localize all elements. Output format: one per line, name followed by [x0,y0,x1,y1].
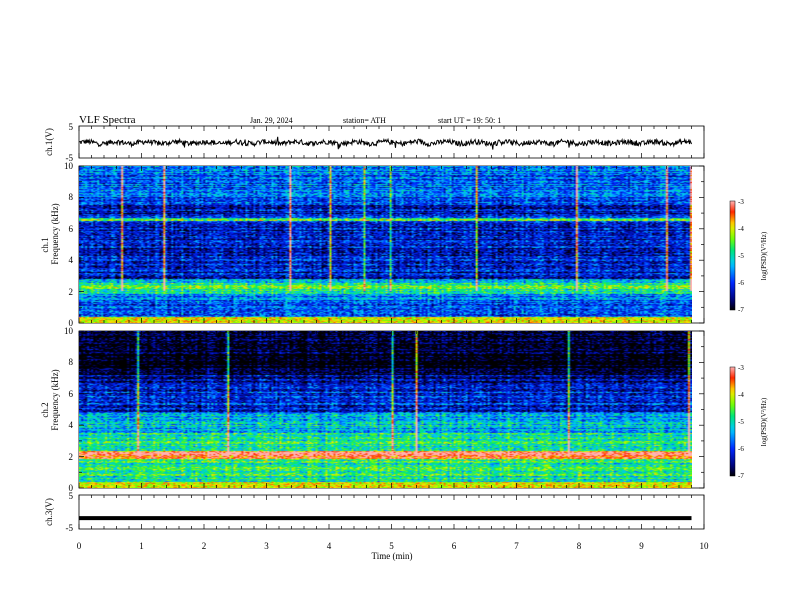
ch1-ytick-8: 8 [69,192,74,202]
ch3-ylabel: ch.3(V) [44,498,54,526]
ch1-spectrogram-image [79,166,692,323]
ch2-ytick-4: 4 [69,420,74,430]
ch2-cb-tick-5: -5 [738,418,744,426]
xtick-9: 9 [639,541,644,551]
ch1-cb-tick-3: -3 [738,198,744,206]
xtick-5: 5 [389,541,394,551]
ch2-spec-ylabel: Frequency (kHz) [50,369,60,430]
ch3-ytick-top: 5 [69,491,74,501]
ch1-ytick-bottom: -5 [66,153,74,163]
ch1-cb-tick-4: -4 [738,225,744,233]
xtick-10: 10 [700,541,710,551]
x-axis-label: Time (min) [372,551,413,561]
ch1-colorbar [729,200,736,311]
ch1-ytick-2: 2 [69,287,74,297]
ch3-panel-frame [78,494,705,530]
ch2-ytick-6: 6 [69,389,74,399]
ch1-ytick-top: 5 [69,122,74,132]
ch2-colorbar [729,366,736,477]
ch2-ytick-10: 10 [64,326,74,336]
figure-title: VLF Spectra [79,114,136,126]
ch1-cb-label: log(PSD)(V²/Hz) [760,231,768,280]
ch2-spec-channel-label: ch.2 [40,402,50,417]
ch1-ytick-0: 0 [69,318,74,328]
ch1-cb-tick-5: -5 [738,252,744,260]
xtick-3: 3 [264,541,269,551]
ch2-cb-tick-3: -3 [738,364,744,372]
ch2-ytick-0: 0 [69,483,74,493]
start-time-label: start UT = 19: 50: 1 [438,116,501,125]
ch1-spec-channel-label: ch.1 [40,237,50,252]
ch1-cb-tick-7: -7 [738,306,744,314]
ch1-waveform-trace [79,136,692,150]
ch1-ylabel: ch.1(V) [44,128,54,156]
ch2-ytick-2: 2 [69,452,74,462]
ch2-cb-tick-6: -6 [738,445,744,453]
station-label: station= ATH [343,116,386,125]
date-label: Jan. 29, 2024 [250,116,293,125]
axis-ticks [78,126,705,529]
xtick-6: 6 [452,541,457,551]
xtick-8: 8 [577,541,582,551]
ch1-ytick-10: 10 [64,161,74,171]
ch2-ytick-8: 8 [69,357,74,367]
ch1-cb-tick-6: -6 [738,279,744,287]
ch1-waveform-panel: 5 -5 ch.1(V) [44,122,705,163]
xtick-1: 1 [139,541,144,551]
ch1-ytick-6: 6 [69,224,74,234]
ch2-spectrogram-image [79,331,692,488]
x-axis: 0 1 2 3 4 5 6 7 8 9 10 Time (min) [77,541,709,561]
ch2-cb-tick-4: -4 [738,391,744,399]
ch3-waveform-panel: 5 -5 ch.3(V) [44,491,705,533]
xtick-0: 0 [77,541,82,551]
ch3-ytick-bottom: -5 [66,523,74,533]
xtick-7: 7 [514,541,519,551]
xtick-4: 4 [327,541,332,551]
ch2-cb-label: log(PSD)(V²/Hz) [760,397,768,446]
ch1-spec-ylabel: Frequency (kHz) [50,203,60,264]
xtick-2: 2 [202,541,207,551]
ch2-spectrogram-panel: 10 8 6 4 2 0 ch.2 Frequency (kHz) -3 -4 … [40,326,768,493]
ch2-cb-tick-7: -7 [738,472,744,480]
ch1-ytick-4: 4 [69,255,74,265]
ch1-spectrogram-panel: 10 8 6 4 2 0 ch.1 Frequency (kHz) -3 -4 … [40,161,768,328]
